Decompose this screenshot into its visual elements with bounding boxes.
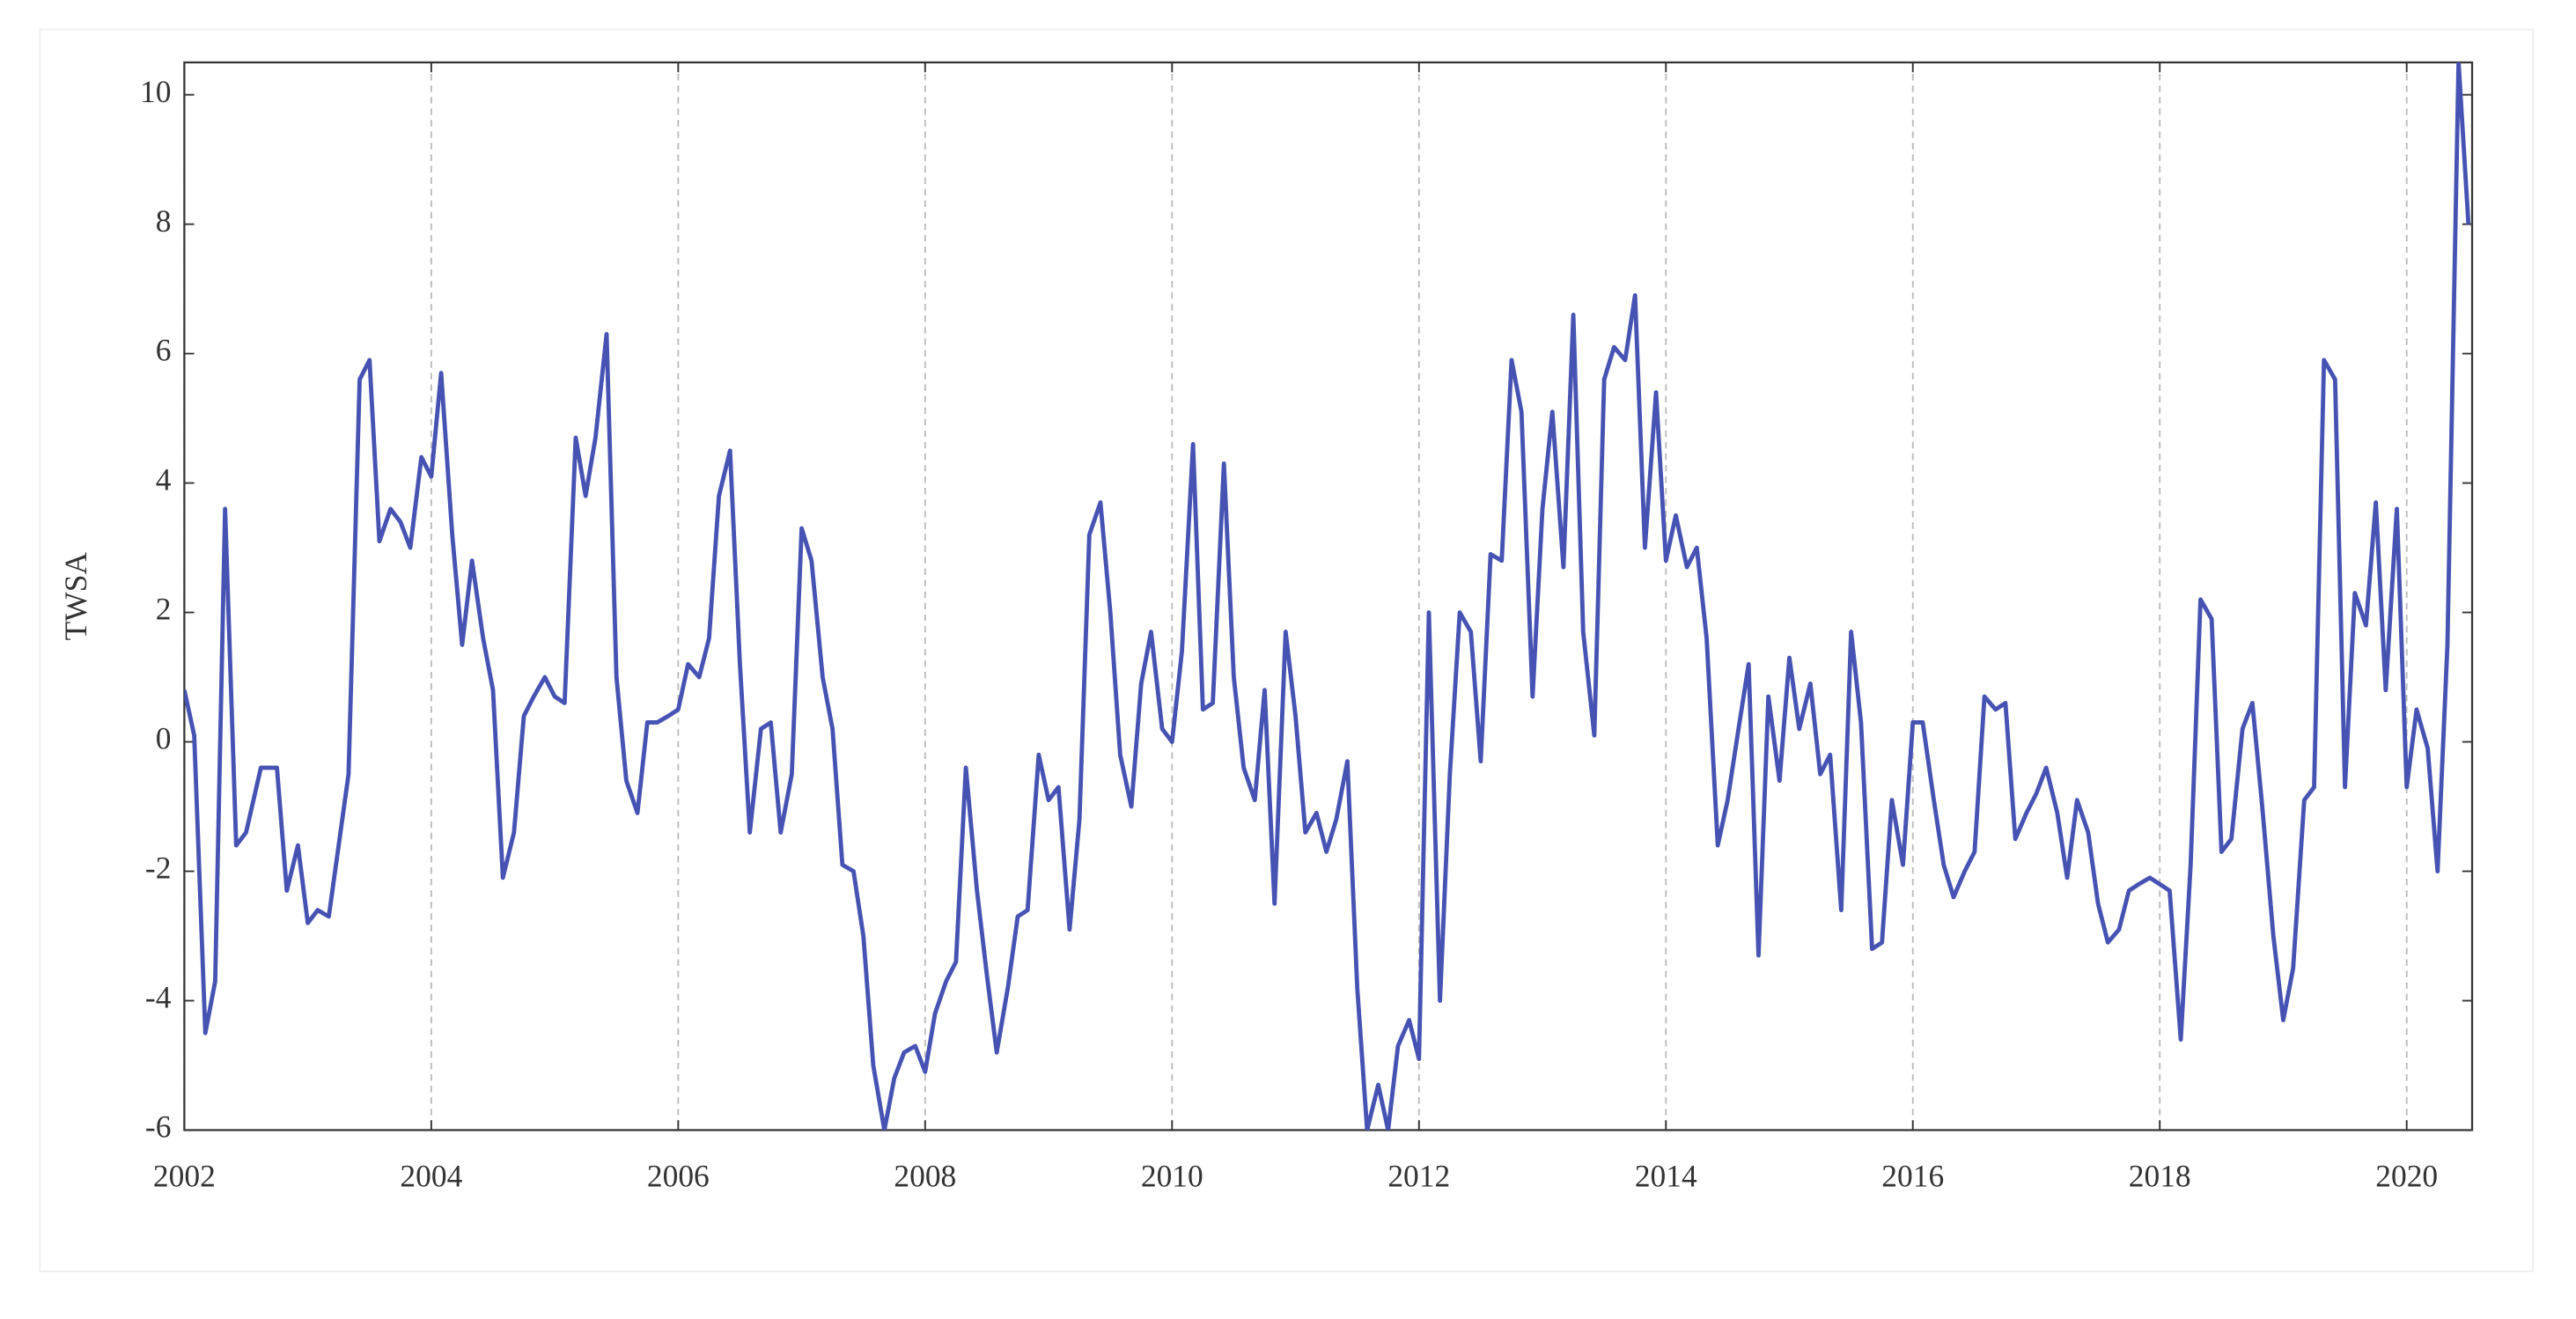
x-tick-label: 2020 [2375,1159,2438,1194]
x-tick-label: 2016 [1881,1159,1944,1194]
y-tick-label: 4 [156,462,172,497]
x-tick-label: 2008 [894,1159,956,1194]
y-tick-label: -2 [145,851,172,886]
y-axis-label: TWSA [58,552,93,641]
y-tick-label: -6 [145,1109,172,1145]
x-tick-label: 2004 [400,1159,462,1194]
y-tick-label: 10 [140,74,171,109]
y-tick-label: 2 [156,592,172,627]
x-tick-label: 2012 [1387,1159,1450,1194]
x-tick-label: 2002 [153,1159,216,1194]
y-tick-label: 8 [156,203,172,239]
x-tick-label: 2006 [647,1159,710,1194]
x-tick-label: 2010 [1141,1159,1203,1194]
data-line [184,62,2471,1131]
y-tick-label: 6 [156,333,172,368]
y-tick-label: -4 [145,980,172,1015]
x-tick-label: 2014 [1635,1159,1697,1194]
plot-border [183,61,2474,1131]
x-tick-label: 2018 [2129,1159,2191,1194]
y-tick-label: 0 [156,721,172,756]
